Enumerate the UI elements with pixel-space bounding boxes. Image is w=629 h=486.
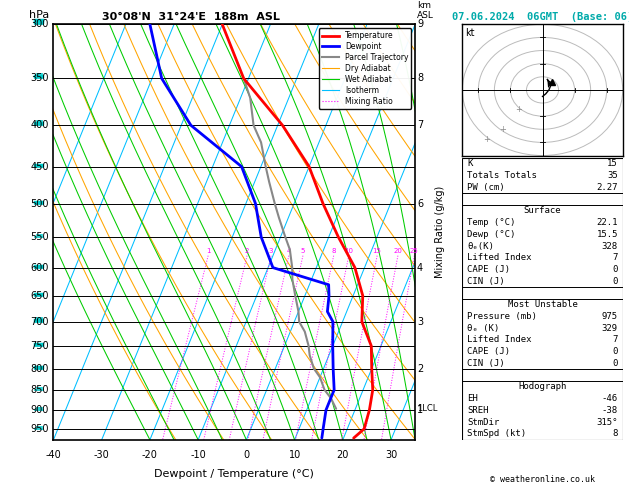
Text: CAPE (J): CAPE (J)	[467, 265, 510, 274]
Text: © weatheronline.co.uk: © weatheronline.co.uk	[490, 474, 595, 484]
Text: Mixing Ratio (g/kg): Mixing Ratio (g/kg)	[435, 186, 445, 278]
Text: 8: 8	[417, 73, 423, 84]
Text: 0: 0	[613, 277, 618, 286]
Text: Hodograph: Hodograph	[518, 382, 567, 392]
Text: 750: 750	[30, 341, 49, 351]
Text: 300: 300	[31, 19, 49, 29]
Text: 3: 3	[417, 317, 423, 327]
Text: hPa: hPa	[29, 10, 49, 20]
Text: 15: 15	[607, 159, 618, 168]
Text: 5: 5	[301, 248, 305, 254]
Text: PW (cm): PW (cm)	[467, 183, 504, 192]
Text: 350: 350	[31, 73, 49, 84]
Text: CIN (J): CIN (J)	[467, 277, 504, 286]
Text: +: +	[515, 105, 522, 114]
Text: 550: 550	[30, 232, 49, 242]
Text: 1: 1	[206, 248, 210, 254]
Text: StmSpd (kt): StmSpd (kt)	[467, 430, 526, 438]
Text: 8: 8	[613, 430, 618, 438]
Text: 15: 15	[373, 248, 382, 254]
Text: 0: 0	[243, 450, 250, 460]
Text: -38: -38	[602, 406, 618, 415]
Text: Dewp (°C): Dewp (°C)	[467, 230, 516, 239]
Text: 7: 7	[417, 120, 423, 130]
Text: 20: 20	[394, 248, 403, 254]
Text: 10: 10	[289, 450, 301, 460]
Text: 3: 3	[269, 248, 274, 254]
Text: Pressure (mb): Pressure (mb)	[467, 312, 537, 321]
Text: 35: 35	[607, 171, 618, 180]
Text: Lifted Index: Lifted Index	[467, 335, 532, 345]
Text: 0: 0	[613, 265, 618, 274]
Text: 600: 600	[31, 262, 49, 273]
Text: Temp (°C): Temp (°C)	[467, 218, 516, 227]
Text: 7: 7	[613, 253, 618, 262]
Text: 22.1: 22.1	[596, 218, 618, 227]
Text: 15.5: 15.5	[596, 230, 618, 239]
Text: 900: 900	[31, 405, 49, 415]
Text: 328: 328	[602, 242, 618, 251]
Text: 4: 4	[417, 262, 423, 273]
Text: θₑ(K): θₑ(K)	[467, 242, 494, 251]
Text: 950: 950	[31, 424, 49, 434]
Text: 10: 10	[344, 248, 353, 254]
Text: 30: 30	[385, 450, 397, 460]
Text: +: +	[483, 135, 490, 144]
Text: 6: 6	[417, 199, 423, 208]
Text: 650: 650	[31, 291, 49, 301]
Text: 329: 329	[602, 324, 618, 333]
Text: 315°: 315°	[596, 417, 618, 427]
Text: 8: 8	[331, 248, 336, 254]
Text: Most Unstable: Most Unstable	[508, 300, 577, 309]
Text: Surface: Surface	[524, 206, 561, 215]
Text: Dewpoint / Temperature (°C): Dewpoint / Temperature (°C)	[154, 469, 314, 479]
Text: 975: 975	[602, 312, 618, 321]
Text: 4: 4	[287, 248, 291, 254]
Text: 400: 400	[31, 120, 49, 130]
Text: 850: 850	[31, 385, 49, 395]
Text: -46: -46	[602, 394, 618, 403]
Text: 700: 700	[31, 317, 49, 327]
Text: -40: -40	[45, 450, 62, 460]
Text: 07.06.2024  06GMT  (Base: 06): 07.06.2024 06GMT (Base: 06)	[452, 12, 629, 22]
Text: θₑ (K): θₑ (K)	[467, 324, 499, 333]
Text: -20: -20	[142, 450, 158, 460]
Text: 9: 9	[417, 19, 423, 29]
Text: 30°08'N  31°24'E  188m  ASL: 30°08'N 31°24'E 188m ASL	[102, 12, 280, 22]
Text: K: K	[467, 159, 472, 168]
Text: kt: kt	[465, 28, 475, 38]
Text: 2: 2	[245, 248, 249, 254]
Text: 0: 0	[613, 359, 618, 368]
Text: 25: 25	[410, 248, 419, 254]
Legend: Temperature, Dewpoint, Parcel Trajectory, Dry Adiabat, Wet Adiabat, Isotherm, Mi: Temperature, Dewpoint, Parcel Trajectory…	[319, 28, 411, 109]
Text: 450: 450	[31, 162, 49, 172]
Text: 500: 500	[31, 199, 49, 208]
Text: 2: 2	[417, 364, 423, 374]
Text: 1LCL: 1LCL	[417, 404, 437, 413]
Text: CIN (J): CIN (J)	[467, 359, 504, 368]
Text: Lifted Index: Lifted Index	[467, 253, 532, 262]
Text: km
ASL: km ASL	[417, 1, 434, 20]
Text: StmDir: StmDir	[467, 417, 499, 427]
Text: 1: 1	[417, 405, 423, 415]
Text: -30: -30	[94, 450, 109, 460]
Text: EH: EH	[467, 394, 478, 403]
Text: CAPE (J): CAPE (J)	[467, 347, 510, 356]
Text: 7: 7	[613, 335, 618, 345]
Text: SREH: SREH	[467, 406, 489, 415]
Text: Totals Totals: Totals Totals	[467, 171, 537, 180]
Text: +: +	[499, 125, 506, 134]
Text: 800: 800	[31, 364, 49, 374]
Text: 20: 20	[337, 450, 349, 460]
Text: -10: -10	[190, 450, 206, 460]
Text: 0: 0	[613, 347, 618, 356]
Text: 2.27: 2.27	[596, 183, 618, 192]
